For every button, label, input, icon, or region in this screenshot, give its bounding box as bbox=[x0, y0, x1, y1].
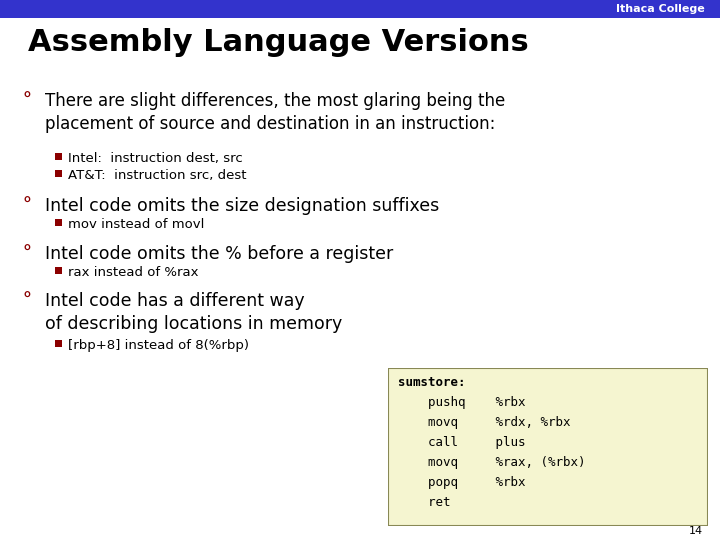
Text: Intel code has a different way
of describing locations in memory: Intel code has a different way of descri… bbox=[45, 292, 342, 333]
Text: [rbp+8] instead of 8(%rbp): [rbp+8] instead of 8(%rbp) bbox=[68, 339, 249, 352]
Text: Intel code omits the % before a register: Intel code omits the % before a register bbox=[45, 245, 393, 263]
Text: movq     %rax, (%rbx): movq %rax, (%rbx) bbox=[398, 456, 585, 469]
Text: There are slight differences, the most glaring being the
placement of source and: There are slight differences, the most g… bbox=[45, 92, 505, 133]
Text: call     plus: call plus bbox=[398, 436, 526, 449]
Text: pushq    %rbx: pushq %rbx bbox=[398, 396, 526, 409]
Text: °: ° bbox=[22, 292, 33, 310]
Text: Intel:  instruction dest, src: Intel: instruction dest, src bbox=[68, 152, 243, 165]
Text: movq     %rdx, %rbx: movq %rdx, %rbx bbox=[398, 416, 570, 429]
Text: sumstore:: sumstore: bbox=[398, 376, 466, 389]
Text: ret: ret bbox=[398, 496, 451, 509]
Text: popq     %rbx: popq %rbx bbox=[398, 476, 526, 489]
Text: rax instead of %rax: rax instead of %rax bbox=[68, 266, 199, 279]
Text: 14: 14 bbox=[689, 526, 703, 536]
Text: mov instead of movl: mov instead of movl bbox=[68, 218, 204, 231]
Text: °: ° bbox=[22, 92, 33, 110]
Text: AT&T:  instruction src, dest: AT&T: instruction src, dest bbox=[68, 169, 246, 182]
Text: Intel code omits the size designation suffixes: Intel code omits the size designation su… bbox=[45, 197, 439, 215]
Text: Ithaca College: Ithaca College bbox=[616, 4, 705, 14]
Text: °: ° bbox=[22, 245, 33, 263]
Text: Assembly Language Versions: Assembly Language Versions bbox=[28, 28, 528, 57]
Text: °: ° bbox=[22, 197, 33, 215]
